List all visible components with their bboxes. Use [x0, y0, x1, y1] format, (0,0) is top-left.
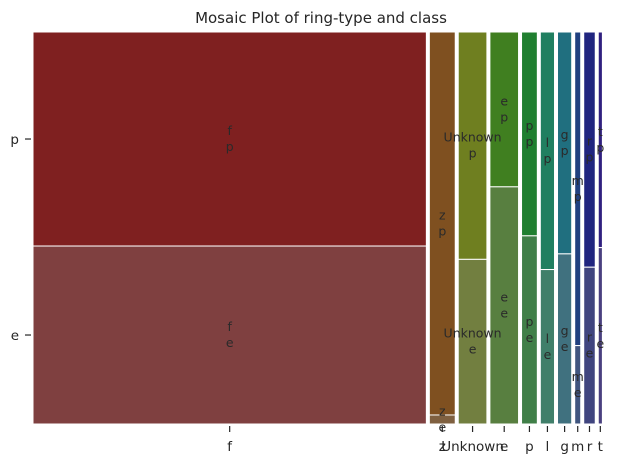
- x-tick-label-p: p: [525, 439, 534, 455]
- x-tick-label-unknown: Unknown: [441, 439, 504, 455]
- mosaic-cell-r-e: [583, 266, 596, 425]
- x-tick-label-e: e: [500, 439, 508, 455]
- mosaic-cell-z-p: [428, 31, 456, 416]
- mosaic-cell-unknown-p: [457, 31, 488, 260]
- chart-title: Mosaic Plot of ring-type and class: [195, 9, 447, 27]
- x-tick-label-g: g: [560, 439, 569, 455]
- y-axis: pe: [10, 132, 31, 344]
- x-tick-label-f: f: [227, 439, 233, 455]
- mosaic-cell-f-e: [32, 245, 427, 425]
- mosaic-cell-label-unknown-p: Unknown p: [444, 130, 502, 161]
- x-tick-label-t: t: [598, 439, 603, 455]
- x-tick-label-r: r: [587, 439, 593, 455]
- mosaic-cell-l-e: [539, 269, 556, 425]
- mosaic-cells: [32, 31, 603, 425]
- y-tick-label-p: p: [10, 132, 19, 148]
- x-tick-label-l: l: [546, 439, 550, 455]
- mosaic-cell-labels: fpfezpzeUnknownpUnknowneepeepppelplegpge…: [226, 93, 605, 434]
- mosaic-cell-e-e: [489, 186, 520, 425]
- y-tick-label-e: e: [11, 328, 19, 344]
- mosaic-cell-m-e: [574, 345, 582, 425]
- x-tick-label-z: z: [439, 439, 446, 455]
- mosaic-cell-z-e: [428, 414, 456, 425]
- mosaic-cell-e-p: [489, 31, 520, 188]
- mosaic-cell-g-e: [557, 253, 573, 425]
- mosaic-cell-t-e: [597, 247, 603, 425]
- mosaic-cell-label-unknown-e: Unknown e: [444, 326, 502, 357]
- mosaic-cell-p-e: [521, 235, 538, 425]
- x-tick-label-m: m: [571, 439, 584, 455]
- mosaic-cell-f-p: [32, 31, 427, 247]
- mosaic-cell-unknown-e: [457, 258, 488, 425]
